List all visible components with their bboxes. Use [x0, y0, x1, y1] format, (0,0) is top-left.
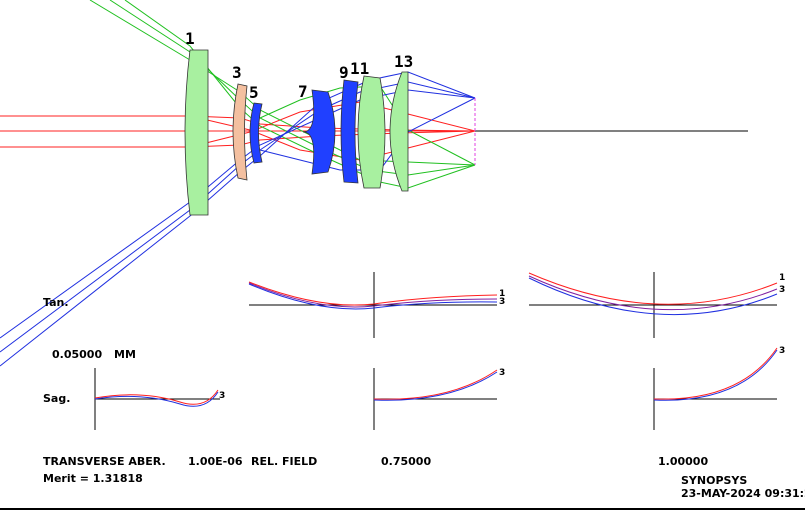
curve-label: 3 [779, 346, 785, 356]
timestamp: 23-MAY-2024 09:31:22 [681, 487, 805, 500]
field-value: 1.00000 [658, 455, 708, 468]
lens-labels: 1 3 5 7 9 11 13 [185, 29, 413, 102]
scale-unit: MM [114, 348, 136, 361]
scale: 0.05000 [52, 348, 102, 361]
curve-label: 3 [499, 297, 505, 307]
lens [340, 79, 359, 184]
wavelength: 1.00E-06 [188, 455, 243, 468]
lens-label: 11 [350, 59, 369, 78]
aberration-title: TRANSVERSE ABER. [43, 455, 166, 468]
lens [232, 83, 248, 181]
lens [249, 102, 263, 164]
field-label: REL. FIELD [251, 455, 317, 468]
lens-label: 9 [339, 63, 349, 82]
lens [184, 49, 209, 216]
merit: Merit = 1.31818 [43, 472, 143, 485]
program: SYNOPSYS [681, 474, 747, 487]
curve-label: 1 [779, 273, 785, 283]
curve-labels: 3 1 3 3 1 3 3 [219, 273, 785, 401]
labels: Tan. 0.05000 MM Sag. TRANSVERSE ABER. 1.… [43, 296, 805, 500]
lens [302, 89, 336, 175]
plot-curves [94, 272, 778, 407]
lens [357, 75, 386, 189]
lens-label: 7 [298, 82, 308, 101]
lens [389, 71, 409, 192]
lens-label: 3 [232, 63, 242, 82]
lens-label: 5 [249, 83, 259, 102]
sag-label: Sag. [43, 392, 70, 405]
curve-label: 3 [499, 368, 505, 378]
curve-label: 3 [219, 391, 225, 401]
curve-label: 3 [779, 285, 785, 295]
lenses [184, 49, 409, 216]
tan-label: Tan. [43, 296, 69, 309]
field-value: 0.75000 [381, 455, 431, 468]
curve-label: 1 [499, 289, 505, 299]
lens-label: 13 [394, 52, 413, 71]
lens-label: 1 [185, 29, 195, 48]
